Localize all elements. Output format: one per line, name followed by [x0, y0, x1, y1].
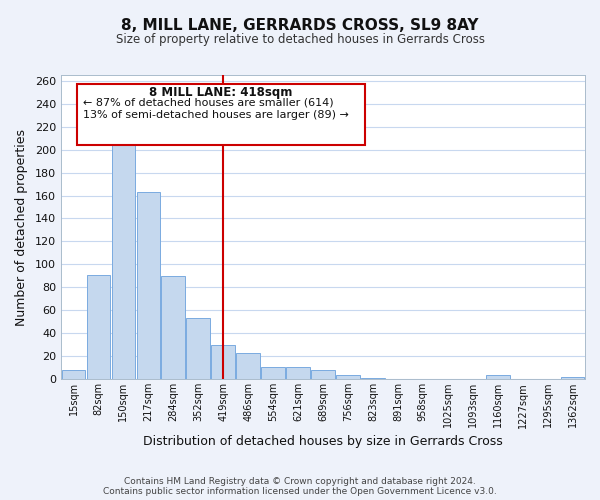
Bar: [560, 377, 584, 379]
Bar: [336, 374, 360, 379]
Bar: [86, 274, 110, 379]
Bar: [361, 378, 385, 379]
Y-axis label: Number of detached properties: Number of detached properties: [15, 128, 28, 326]
Text: 8, MILL LANE, GERRARDS CROSS, SL9 8AY: 8, MILL LANE, GERRARDS CROSS, SL9 8AY: [121, 18, 479, 32]
X-axis label: Distribution of detached houses by size in Gerrards Cross: Distribution of detached houses by size …: [143, 434, 503, 448]
Bar: [286, 366, 310, 379]
Text: Contains HM Land Registry data © Crown copyright and database right 2024.: Contains HM Land Registry data © Crown c…: [124, 476, 476, 486]
Bar: [112, 134, 135, 379]
FancyBboxPatch shape: [77, 84, 365, 145]
Bar: [311, 370, 335, 379]
Bar: [187, 318, 210, 379]
Bar: [137, 192, 160, 379]
Bar: [211, 344, 235, 379]
Text: 8 MILL LANE: 418sqm: 8 MILL LANE: 418sqm: [149, 86, 293, 98]
Text: Size of property relative to detached houses in Gerrards Cross: Size of property relative to detached ho…: [115, 33, 485, 46]
Bar: [486, 374, 509, 379]
Bar: [236, 353, 260, 379]
Text: 13% of semi-detached houses are larger (89) →: 13% of semi-detached houses are larger (…: [83, 110, 349, 120]
Text: Contains public sector information licensed under the Open Government Licence v3: Contains public sector information licen…: [103, 486, 497, 496]
Bar: [62, 370, 85, 379]
Bar: [161, 276, 185, 379]
Bar: [261, 366, 285, 379]
Text: ← 87% of detached houses are smaller (614): ← 87% of detached houses are smaller (61…: [83, 98, 334, 108]
